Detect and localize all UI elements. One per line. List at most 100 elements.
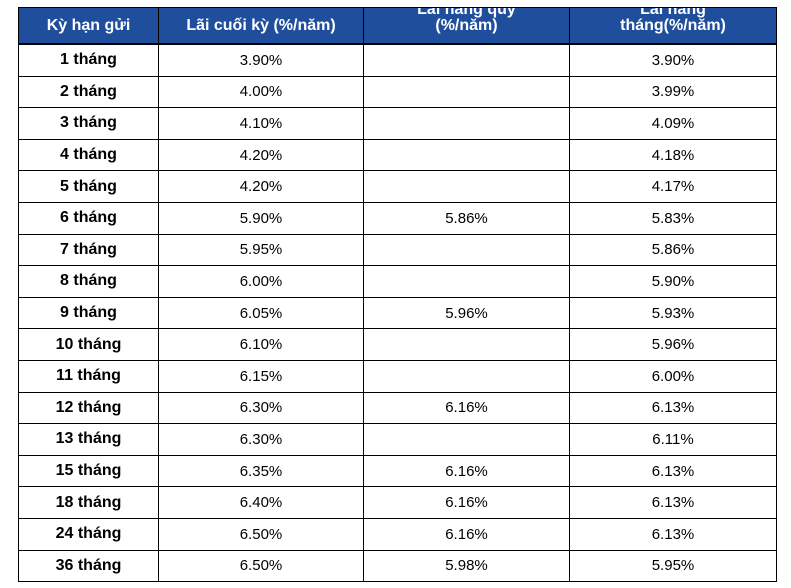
monthly-rate-cell: 6.13%: [569, 486, 777, 519]
end-of-term-rate-cell: 6.10%: [158, 328, 364, 361]
table-row: 8 tháng 6.00% 5.90%: [18, 265, 777, 298]
quarterly-rate-cell: 5.86%: [363, 201, 570, 235]
monthly-rate-cell: 3.90%: [569, 43, 777, 77]
monthly-rate-cell: 6.00%: [569, 359, 777, 393]
table-row: 18 tháng 6.40% 6.16% 6.13%: [18, 486, 777, 519]
end-of-term-rate-cell: 6.35%: [158, 454, 364, 488]
term-cell: 9 tháng: [18, 296, 159, 330]
monthly-rate-cell: 5.90%: [569, 265, 777, 298]
quarterly-rate-cell: 6.16%: [363, 454, 570, 488]
quarterly-rate-cell: 5.96%: [363, 296, 570, 330]
monthly-rate-cell: 4.09%: [569, 107, 777, 140]
header-quarterly-rate: Lãi hàng quý (%/năm): [363, 7, 570, 45]
end-of-term-rate-cell: 4.20%: [158, 170, 364, 203]
table-body: 1 tháng 3.90% 3.90% 2 tháng 4.00% 3.99% 3 thán…: [18, 43, 777, 583]
table-row: 1 tháng 3.90% 3.90%: [18, 43, 777, 77]
table-row: 11 tháng 6.15% 6.00%: [18, 359, 777, 393]
header-end-of-term-label: Lãi cuối kỳ (%/năm): [186, 16, 336, 34]
interest-rate-table: Kỳ hạn gửi Lãi cuối kỳ (%/năm) Lãi hàng …: [18, 7, 777, 583]
term-cell: 5 tháng: [18, 170, 159, 203]
end-of-term-rate-cell: 6.50%: [158, 549, 364, 583]
quarterly-rate-cell: [363, 170, 570, 203]
table-row: 12 tháng 6.30% 6.16% 6.13%: [18, 391, 777, 425]
table-row: 4 tháng 4.20% 4.18%: [18, 138, 777, 172]
end-of-term-rate-cell: 6.50%: [158, 517, 364, 551]
term-cell: 15 tháng: [18, 454, 159, 488]
term-cell: 18 tháng: [18, 486, 159, 519]
monthly-rate-cell: 5.93%: [569, 296, 777, 330]
term-cell: 6 tháng: [18, 201, 159, 235]
table-row: 2 tháng 4.00% 3.99%: [18, 75, 777, 109]
header-quarterly-line-1: Lãi hàng quý: [417, 7, 516, 18]
end-of-term-rate-cell: 4.00%: [158, 75, 364, 109]
table-row: 15 tháng 6.35% 6.16% 6.13%: [18, 454, 777, 488]
term-cell: 8 tháng: [18, 265, 159, 298]
quarterly-rate-cell: [363, 265, 570, 298]
table-header: Kỳ hạn gửi Lãi cuối kỳ (%/năm) Lãi hàng …: [18, 7, 777, 45]
monthly-rate-cell: 6.11%: [569, 423, 777, 456]
table-row: 13 tháng 6.30% 6.11%: [18, 423, 777, 456]
term-cell: 13 tháng: [18, 423, 159, 456]
table-row: 24 tháng 6.50% 6.16% 6.13%: [18, 517, 777, 551]
term-cell: 3 tháng: [18, 107, 159, 140]
end-of-term-rate-cell: 6.30%: [158, 423, 364, 456]
quarterly-rate-cell: 6.16%: [363, 486, 570, 519]
quarterly-rate-cell: [363, 138, 570, 172]
header-term: Kỳ hạn gửi: [18, 7, 159, 45]
quarterly-rate-cell: 5.98%: [363, 549, 570, 583]
header-monthly-line-1: Lãi hàng: [640, 7, 706, 18]
term-cell: 11 tháng: [18, 359, 159, 393]
header-monthly-line-2: tháng(%/năm): [620, 17, 726, 34]
header-end-of-term-rate: Lãi cuối kỳ (%/năm): [158, 7, 364, 45]
term-cell: 7 tháng: [18, 233, 159, 267]
monthly-rate-cell: 4.17%: [569, 170, 777, 203]
table-row: 3 tháng 4.10% 4.09%: [18, 107, 777, 140]
end-of-term-rate-cell: 5.95%: [158, 233, 364, 267]
quarterly-rate-cell: [363, 75, 570, 109]
monthly-rate-cell: 6.13%: [569, 454, 777, 488]
monthly-rate-cell: 5.86%: [569, 233, 777, 267]
header-quarterly-clip: Lãi hàng quý (%/năm): [365, 7, 569, 37]
quarterly-rate-cell: [363, 107, 570, 140]
monthly-rate-cell: 5.95%: [569, 549, 777, 583]
table-row: 10 tháng 6.10% 5.96%: [18, 328, 777, 361]
table-row: 9 tháng 6.05% 5.96% 5.93%: [18, 296, 777, 330]
term-cell: 36 tháng: [18, 549, 159, 583]
quarterly-rate-cell: [363, 233, 570, 267]
quarterly-rate-cell: [363, 43, 570, 77]
monthly-rate-cell: 5.83%: [569, 201, 777, 235]
end-of-term-rate-cell: 6.40%: [158, 486, 364, 519]
quarterly-rate-cell: 6.16%: [363, 517, 570, 551]
quarterly-rate-cell: 6.16%: [363, 391, 570, 425]
table-row: 36 tháng 6.50% 5.98% 5.95%: [18, 549, 777, 583]
end-of-term-rate-cell: 6.15%: [158, 359, 364, 393]
quarterly-rate-cell: [363, 359, 570, 393]
term-cell: 4 tháng: [18, 138, 159, 172]
term-cell: 2 tháng: [18, 75, 159, 109]
term-cell: 10 tháng: [18, 328, 159, 361]
term-cell: 12 tháng: [18, 391, 159, 425]
end-of-term-rate-cell: 3.90%: [158, 43, 364, 77]
table-row: 6 tháng 5.90% 5.86% 5.83%: [18, 201, 777, 235]
end-of-term-rate-cell: 4.20%: [158, 138, 364, 172]
table-row: 5 tháng 4.20% 4.17%: [18, 170, 777, 203]
header-quarterly-line-2: (%/năm): [435, 17, 498, 34]
end-of-term-rate-cell: 5.90%: [158, 201, 364, 235]
table-row: 7 tháng 5.95% 5.86%: [18, 233, 777, 267]
monthly-rate-cell: 6.13%: [569, 391, 777, 425]
monthly-rate-cell: 6.13%: [569, 517, 777, 551]
quarterly-rate-cell: [363, 328, 570, 361]
monthly-rate-cell: 3.99%: [569, 75, 777, 109]
end-of-term-rate-cell: 6.30%: [158, 391, 364, 425]
end-of-term-rate-cell: 4.10%: [158, 107, 364, 140]
quarterly-rate-cell: [363, 423, 570, 456]
end-of-term-rate-cell: 6.05%: [158, 296, 364, 330]
term-cell: 1 tháng: [18, 43, 159, 77]
term-cell: 24 tháng: [18, 517, 159, 551]
monthly-rate-cell: 5.96%: [569, 328, 777, 361]
header-monthly-clip: Lãi hàng tháng(%/năm): [571, 7, 776, 37]
header-row: Kỳ hạn gửi Lãi cuối kỳ (%/năm) Lãi hàng …: [18, 7, 777, 45]
header-term-label: Kỳ hạn gửi: [46, 16, 131, 34]
monthly-rate-cell: 4.18%: [569, 138, 777, 172]
end-of-term-rate-cell: 6.00%: [158, 265, 364, 298]
